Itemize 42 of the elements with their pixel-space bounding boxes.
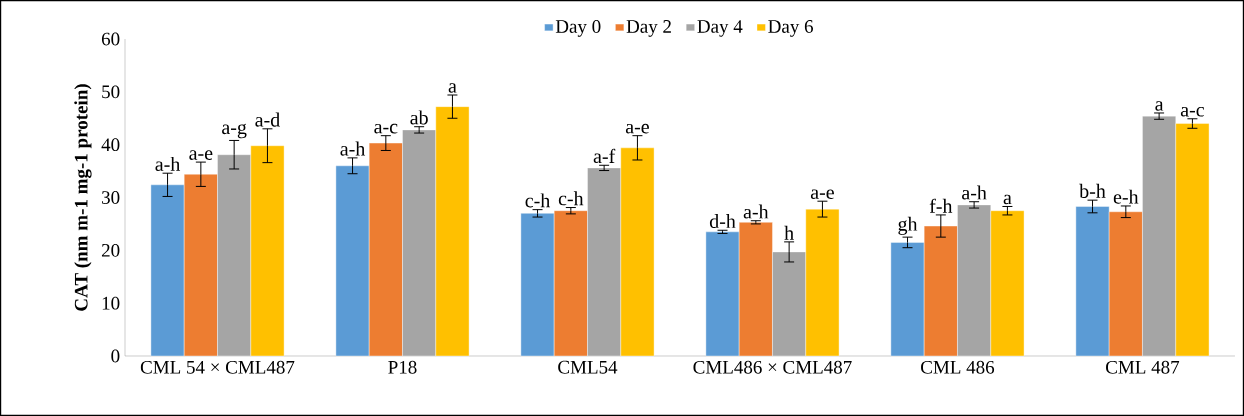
data-label: ab [410, 110, 428, 125]
y-tick-label: 60 [101, 32, 120, 46]
x-tick-label: CML54 [558, 360, 618, 374]
data-label: c-h [558, 191, 584, 206]
y-tick-label: 50 [102, 85, 120, 99]
data-label: a-e [810, 189, 834, 200]
y-tick-label: 10 [102, 296, 120, 310]
x-tick-label: CML 54 × CML487 [140, 360, 295, 374]
data-label: a-h [962, 185, 987, 200]
data-label: a-f [593, 148, 616, 164]
data-label: a-h [340, 141, 366, 156]
data-label: a [1155, 101, 1164, 111]
data-label: gh [898, 216, 918, 235]
data-label: a [1003, 194, 1012, 205]
x-tick-label: P18 [388, 360, 417, 374]
x-tick-label: CML 487 [1106, 360, 1180, 374]
data-label: a-h [155, 156, 181, 172]
data-label: b-h [1079, 183, 1106, 198]
x-tick-label: CML 486 [921, 360, 995, 374]
data-label: a-c [374, 123, 398, 134]
x-tick-label: CML486 × CML487 [693, 360, 852, 374]
y-tick-label: 40 [101, 138, 120, 152]
legend-label: Day 0 [555, 20, 601, 37]
y-tick-label: 20 [101, 243, 120, 257]
data-label: a-d [255, 112, 280, 127]
data-label: a-e [189, 150, 213, 160]
data-label: a-c [1180, 106, 1205, 117]
data-label: h [784, 225, 794, 240]
y-tick-label: 30 [102, 191, 120, 204]
data-label: a [448, 83, 457, 93]
data-label: d-h [709, 213, 736, 229]
legend-label: Day 2 [626, 20, 671, 37]
data-label: c-h [525, 193, 551, 208]
legend-label: Day 4 [697, 20, 743, 37]
data-label: a-e [625, 123, 649, 134]
y-axis-title: CAT (nm m-1 mg-1 protein) [74, 84, 92, 311]
y-tick-label: 0 [111, 349, 120, 363]
data-label: f-h [929, 198, 953, 213]
data-label: a-g [222, 123, 247, 139]
data-label: e-h [1113, 189, 1139, 204]
data-label: a-h [743, 204, 769, 219]
legend-label: Day 6 [768, 20, 814, 37]
